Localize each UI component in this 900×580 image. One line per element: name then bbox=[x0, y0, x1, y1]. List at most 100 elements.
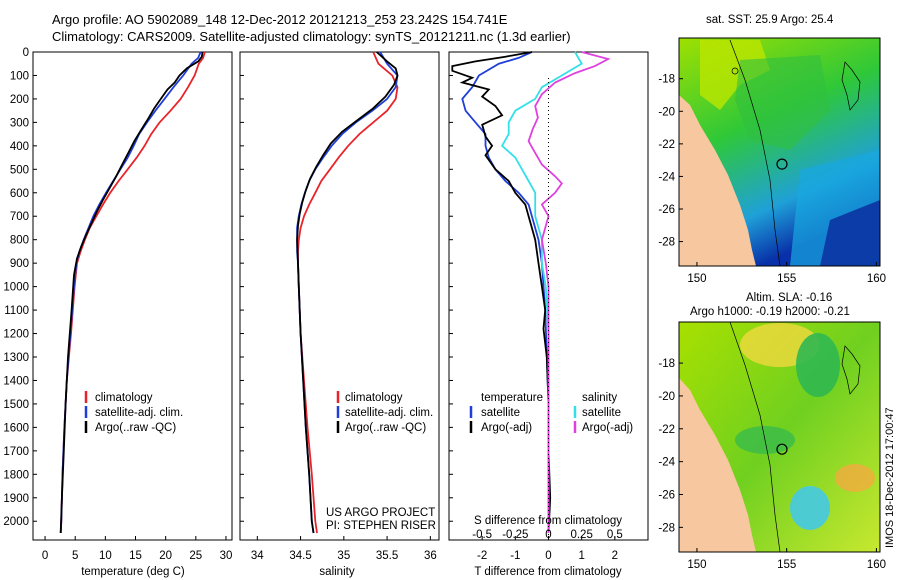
difference-x-axis: -2 -1 0 1 2 bbox=[477, 536, 618, 562]
temperature-series bbox=[59, 51, 206, 534]
x-tick-label: 36 bbox=[424, 550, 437, 562]
map-y-tick-label: -24 bbox=[658, 171, 675, 183]
sla-map-title-2: Argo h1000: -0.19 h2000: -0.21 bbox=[690, 306, 850, 318]
map-x-tick-label: 160 bbox=[867, 273, 886, 285]
salinity-series bbox=[296, 51, 399, 534]
x-tick-label: 15 bbox=[129, 550, 142, 562]
argo-location-marker bbox=[776, 158, 788, 170]
difference-series bbox=[451, 51, 611, 534]
x-top-tick-label: -0.5 bbox=[472, 529, 492, 541]
sla-map-frame bbox=[678, 321, 881, 553]
map-y-tick-label: -18 bbox=[658, 358, 675, 370]
depth-tick-label: 300 bbox=[10, 117, 29, 129]
series-line-satellite-adj-clim- bbox=[296, 51, 399, 534]
map-x-tick-label: 155 bbox=[777, 273, 796, 285]
depth-tick-label: 1600 bbox=[3, 422, 29, 434]
depth-tick-label: 1200 bbox=[3, 329, 29, 341]
depth-tick-label: 1000 bbox=[3, 282, 29, 294]
depth-tick-label: 1700 bbox=[3, 446, 29, 458]
legend-sal-title: salinity bbox=[582, 392, 617, 404]
small-feature bbox=[731, 67, 739, 75]
x-tick-label: 0 bbox=[42, 550, 48, 562]
reef-contour bbox=[841, 61, 861, 111]
legend-label-clim: climatology bbox=[95, 392, 153, 404]
sst-map-title: sat. SST: 25.9 Argo: 25.4 bbox=[706, 14, 834, 26]
pi-annotation: PI: STEPHEN RISER bbox=[326, 520, 436, 532]
depth-tick-label: 400 bbox=[10, 141, 29, 153]
x-tick-label: 25 bbox=[189, 550, 202, 562]
sst-map bbox=[679, 38, 880, 266]
project-annotation: US ARGO PROJECT bbox=[326, 507, 435, 519]
map-y-tick-label: -20 bbox=[658, 391, 675, 403]
sst-warm-patch bbox=[700, 40, 770, 110]
depth-tick-label: 2000 bbox=[3, 516, 29, 528]
map-x-tick-label: 150 bbox=[687, 559, 706, 571]
sst-map-frame bbox=[678, 37, 881, 267]
temperature-x-axis: 0 5 10 15 20 25 30 bbox=[42, 536, 233, 562]
sla-low-1 bbox=[796, 333, 840, 397]
map-y-tick-label: -28 bbox=[658, 237, 675, 249]
title-line-2: Climatology: CARS2009. Satellite-adjuste… bbox=[52, 29, 571, 44]
depth-tick-label: 1900 bbox=[3, 493, 29, 505]
sst-deep-patch bbox=[820, 200, 880, 266]
sla-high-2 bbox=[835, 464, 875, 492]
depth-tick-label: 800 bbox=[10, 235, 29, 247]
map-y-tick-label: -18 bbox=[658, 74, 675, 86]
imos-stamp: IMOS 18-Dec-2012 17:00:47 bbox=[884, 407, 896, 548]
series-line-temperature-argo-adj- bbox=[451, 51, 552, 534]
legend-label-sat: satellite-adj. clim. bbox=[345, 407, 433, 419]
difference-legend: temperature satellite Argo(-adj) salinit… bbox=[469, 392, 633, 434]
legend-label-sat: satellite-adj. clim. bbox=[95, 407, 183, 419]
series-line-argo-raw-qc- bbox=[59, 51, 204, 534]
legend-label-argo: Argo(..raw -QC) bbox=[345, 422, 426, 434]
legend-label-tsat: satellite bbox=[481, 407, 520, 419]
title-line-1: Argo profile: AO 5902089_148 12-Dec-2012… bbox=[52, 12, 508, 27]
map-y-tick-label: -26 bbox=[658, 490, 675, 502]
reef-contour bbox=[841, 345, 861, 395]
map-x-tick-label: 160 bbox=[867, 559, 886, 571]
depth-tick-label: 700 bbox=[10, 211, 29, 223]
temperature-xlabel: temperature (deg C) bbox=[81, 566, 185, 578]
coast-contour bbox=[729, 39, 781, 266]
x-tick-label: -1 bbox=[510, 550, 520, 562]
map-y-tick-label: -20 bbox=[658, 106, 675, 118]
sst-map-axes: 150 155 160 -28 -26 -24 -22 -20 -18 bbox=[658, 74, 886, 285]
map-y-tick-label: -22 bbox=[658, 139, 675, 151]
sla-map bbox=[679, 322, 880, 552]
legend-label-ssat: satellite bbox=[582, 407, 621, 419]
series-line-climatology bbox=[297, 51, 399, 534]
difference-xlabel-top: S difference from climatology bbox=[474, 515, 622, 527]
x-tick-label: 5 bbox=[72, 550, 78, 562]
x-tick-label: 1 bbox=[578, 550, 584, 562]
salinity-legend: climatology satellite-adj. clim. Argo(..… bbox=[326, 391, 436, 532]
legend-label-clim: climatology bbox=[345, 392, 403, 404]
salinity-panel bbox=[239, 51, 440, 541]
series-line-climatology bbox=[59, 51, 206, 534]
x-tick-label: 35.5 bbox=[376, 550, 398, 562]
x-tick-label: 20 bbox=[159, 550, 172, 562]
x-tick-label: 0 bbox=[545, 550, 551, 562]
x-tick-label: 34 bbox=[251, 550, 264, 562]
x-tick-label: 30 bbox=[220, 550, 233, 562]
depth-tick-label: 0 bbox=[23, 47, 29, 59]
depth-tick-label: 1400 bbox=[3, 375, 29, 387]
x-tick-label: 34.5 bbox=[289, 550, 311, 562]
argo-location-marker bbox=[776, 443, 788, 455]
depth-tick-label: 1500 bbox=[3, 399, 29, 411]
legend-label-sargo: Argo(-adj) bbox=[582, 422, 633, 434]
depth-tick-label: 200 bbox=[10, 94, 29, 106]
depth-tick-label: 100 bbox=[10, 70, 29, 82]
depth-axis: 0 100 200 300 400 500 600 700 800 900 1000 1100 1200… bbox=[3, 47, 453, 528]
x-tick-label: 2 bbox=[612, 550, 618, 562]
sla-map-axes: 150 155 160 -28 -26 -24 -22 -20 -18 bbox=[658, 358, 886, 571]
legend-temp-title: temperature bbox=[481, 392, 543, 404]
map-y-tick-label: -22 bbox=[658, 424, 675, 436]
temperature-panel bbox=[32, 51, 233, 541]
x-top-tick-label: 0.5 bbox=[607, 529, 623, 541]
x-tick-label: 10 bbox=[99, 550, 112, 562]
legend-label-targo: Argo(-adj) bbox=[481, 422, 532, 434]
x-top-tick-label: 0 bbox=[545, 529, 551, 541]
depth-tick-label: 500 bbox=[10, 164, 29, 176]
x-tick-label: 35 bbox=[337, 550, 350, 562]
